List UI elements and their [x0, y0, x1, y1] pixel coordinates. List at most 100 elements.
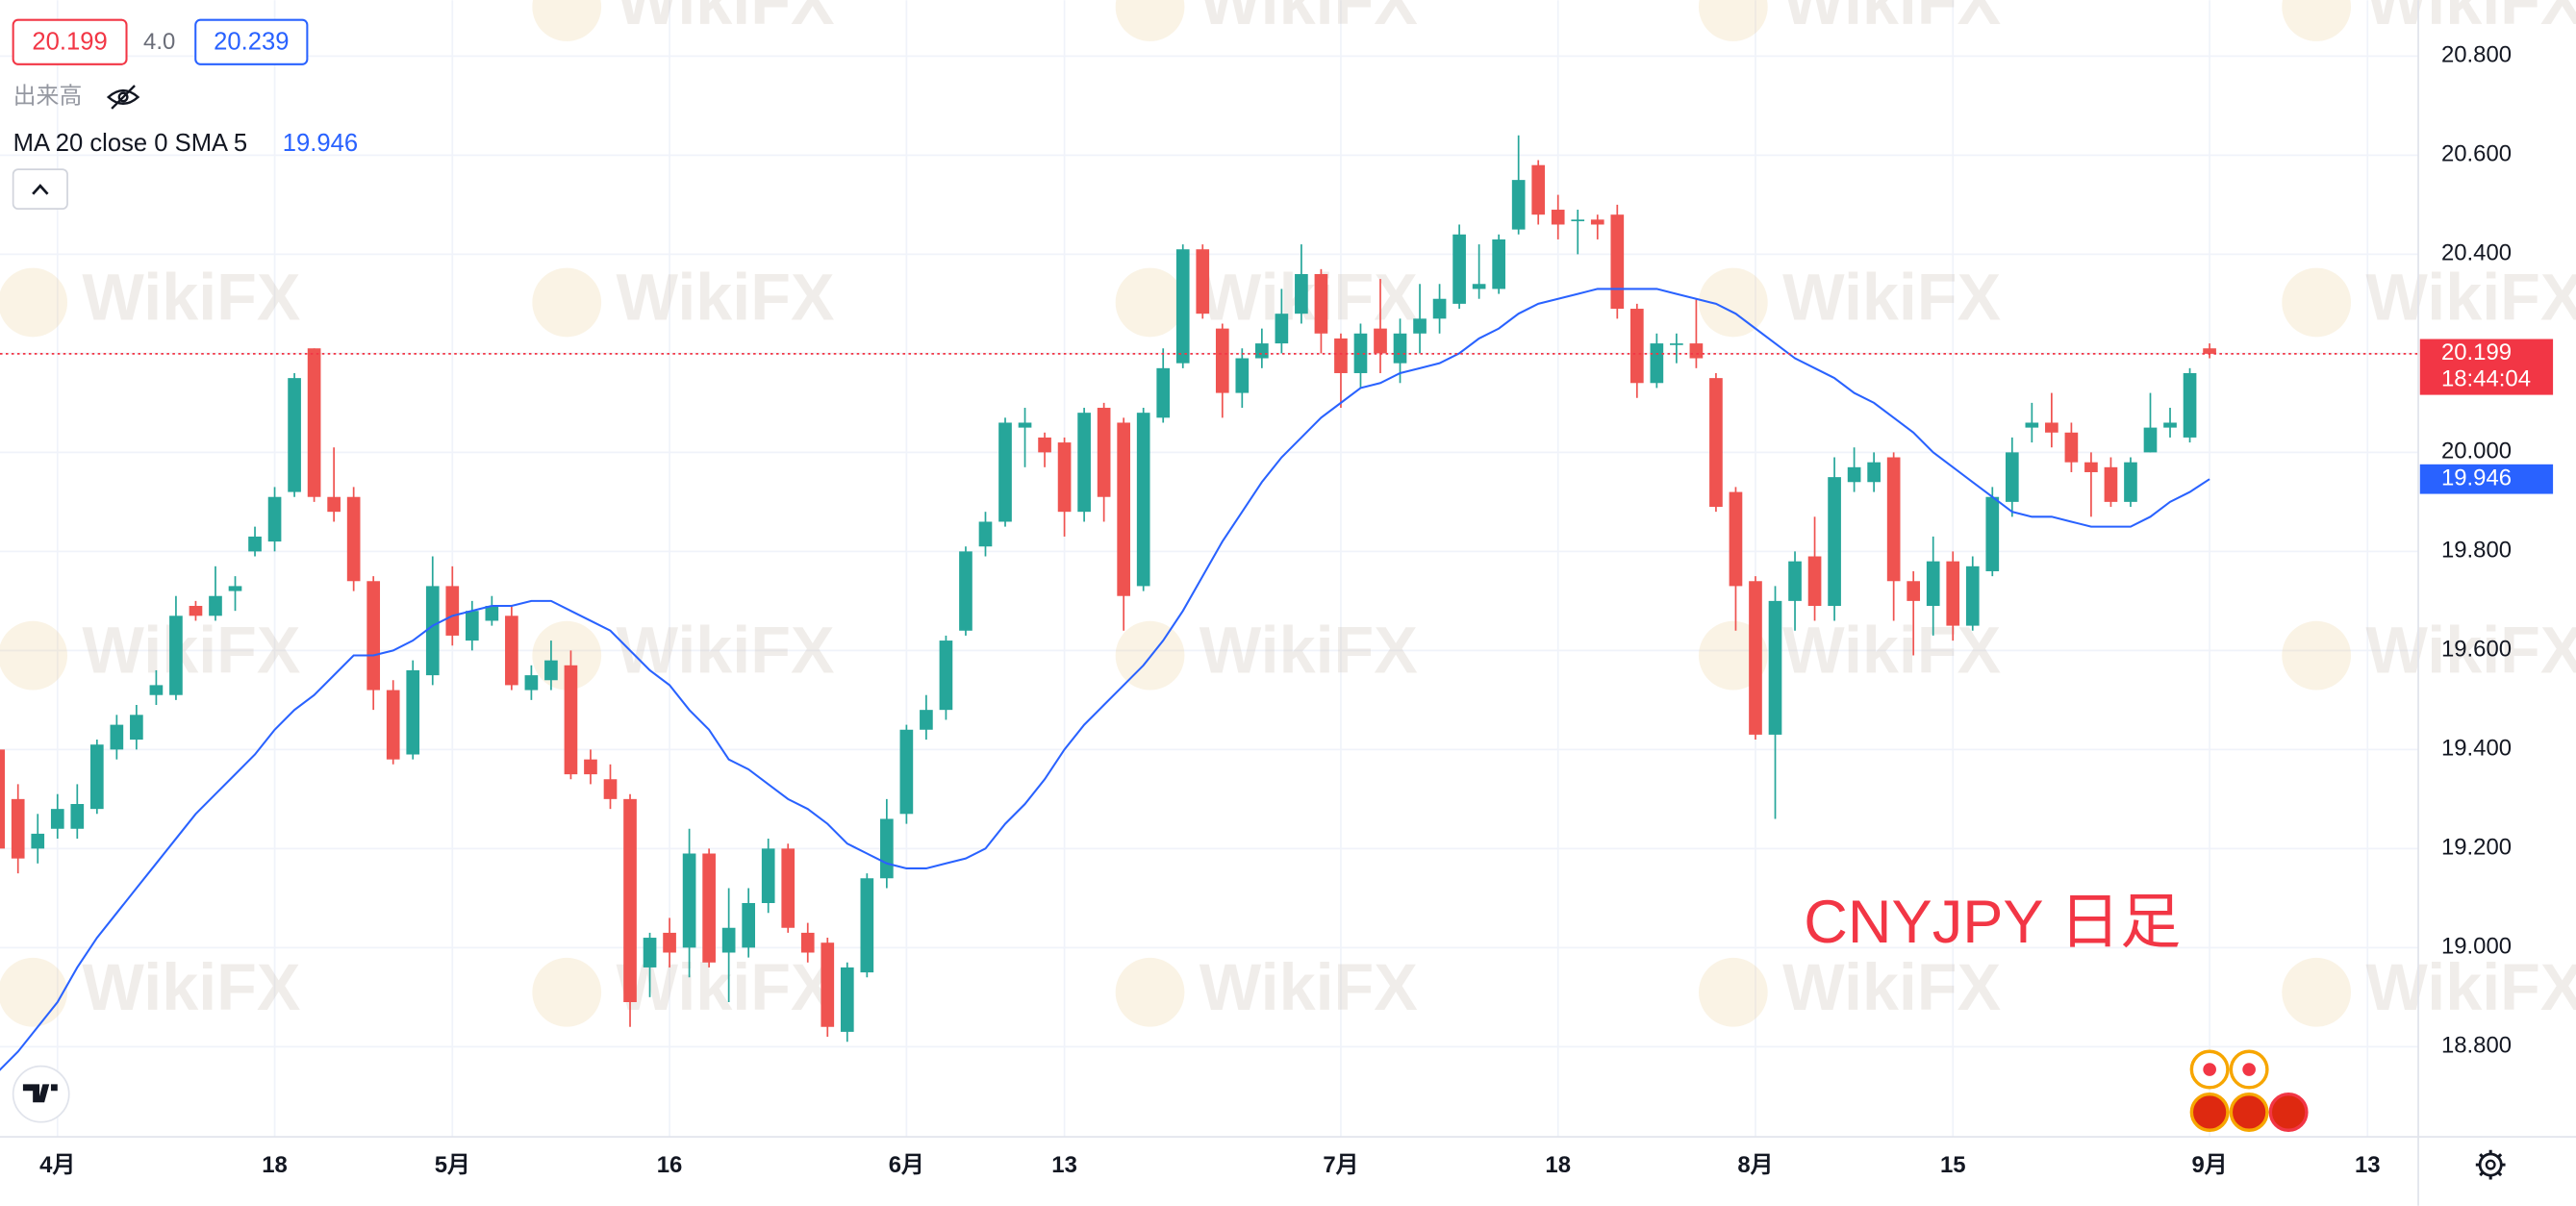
buy-price[interactable]: 20.239: [214, 28, 289, 55]
watermark-icon: [532, 267, 602, 338]
candle-body: [1472, 284, 1486, 289]
candle-body: [899, 729, 914, 815]
settings-icon[interactable]: [2475, 1149, 2506, 1180]
gear-teeth: [2475, 1149, 2506, 1180]
candle-body: [1077, 413, 1091, 513]
watermark: WikiFX: [2365, 615, 2576, 688]
y-tick-label: 20.800: [2441, 42, 2512, 68]
x-tick-label: 16: [657, 1152, 683, 1178]
watermark: WikiFX: [1782, 951, 2001, 1024]
x-tick-label: 15: [1940, 1152, 1966, 1178]
candle-body: [89, 744, 104, 810]
candle-body: [1689, 343, 1704, 359]
candle-body: [800, 932, 815, 953]
candle-body: [584, 759, 597, 775]
candle-body: [564, 665, 578, 775]
sell-button[interactable]: 20.199: [12, 18, 128, 65]
spread: 4.0: [143, 29, 175, 55]
candle-body: [1807, 556, 1822, 607]
candle-body: [524, 675, 539, 691]
y-tick-label: 20.000: [2441, 439, 2512, 465]
candle-body: [663, 932, 676, 953]
candle-body: [1314, 273, 1328, 334]
y-tick-label: 19.600: [2441, 637, 2512, 663]
candle-body: [1965, 565, 1980, 626]
candle-body: [1432, 298, 1447, 319]
candle-body: [425, 586, 440, 676]
collapse-box[interactable]: [12, 168, 68, 210]
y-tick-label: 19.400: [2441, 736, 2512, 762]
candle-body: [1650, 343, 1664, 384]
candle-body: [485, 606, 499, 621]
candle-body: [169, 616, 183, 695]
candle-body: [1709, 378, 1723, 508]
x-tick-label: 18: [262, 1152, 288, 1178]
watermark: WikiFX: [2365, 951, 2576, 1024]
buy-box[interactable]: [194, 18, 309, 65]
candle-body: [31, 833, 45, 849]
pupil: [117, 91, 129, 103]
y-tick-label: 19.000: [2441, 934, 2512, 960]
candle-body: [1334, 338, 1348, 373]
candle-body: [1255, 343, 1269, 359]
hidden-icon[interactable]: [106, 85, 140, 110]
y-tick-label: 19.800: [2441, 538, 2512, 564]
candle-body: [1768, 600, 1782, 735]
candle-body: [761, 848, 775, 904]
candle-body: [702, 853, 716, 963]
candle-body: [623, 798, 637, 1002]
candle-body: [939, 641, 953, 711]
candle-body: [110, 724, 124, 750]
watermark-icon: [2282, 620, 2352, 691]
x-tick-label: 5月: [435, 1152, 470, 1178]
watermark-icon: [0, 957, 68, 1027]
watermark: WikiFX: [82, 951, 300, 1024]
chevron: [32, 184, 49, 195]
candle-body: [2064, 432, 2079, 463]
price-countdown: 18:44:04: [2441, 366, 2531, 392]
overlay: 18.800 19.000 19.200 19.400 19.600 19.800 20.0…: [39, 42, 2554, 1178]
candle-body: [307, 348, 321, 497]
candle-body: [209, 595, 222, 616]
event-dot: [2242, 1063, 2256, 1076]
candle-body: [130, 715, 143, 741]
candle-body: [1926, 561, 1940, 607]
indicator-value: 19.946: [283, 130, 358, 157]
candle-body: [1511, 180, 1526, 230]
watermark-icon: [1115, 957, 1185, 1027]
candle-body: [1886, 457, 1901, 582]
flag-icon[interactable]: [2189, 1092, 2230, 1132]
candle-body: [840, 967, 854, 1032]
candle-body: [1551, 210, 1565, 225]
sell-price[interactable]: 20.199: [32, 28, 107, 55]
y-tick-label: 20.600: [2441, 141, 2512, 167]
buy-button[interactable]: 20.239: [194, 18, 309, 65]
candle-body: [2143, 427, 2158, 453]
sell-box[interactable]: [12, 18, 128, 65]
collapse-button[interactable]: [12, 168, 68, 210]
flag-icon[interactable]: [2229, 1092, 2269, 1132]
flag-icon[interactable]: [2268, 1092, 2309, 1132]
candle-body: [228, 586, 242, 591]
candle-body: [1867, 462, 1881, 483]
watermark: WikiFX: [1200, 0, 1418, 38]
watermark-icon: [2282, 0, 2352, 41]
candle-body: [781, 848, 796, 928]
candle-body: [1531, 164, 1546, 215]
x-tick-label: 4月: [39, 1152, 75, 1178]
candle-body: [1353, 333, 1368, 373]
candle-body: [11, 798, 25, 859]
candle-body: [1196, 249, 1210, 314]
indicator-label: MA 20 close 0 SMA 5: [13, 130, 247, 157]
watermark-icon: [532, 0, 602, 41]
candle-body: [1670, 343, 1683, 345]
watermark: WikiFX: [616, 261, 834, 334]
event-icons[interactable]: [2189, 1049, 2309, 1132]
candle-body: [1610, 214, 1625, 310]
tv-logo[interactable]: [12, 1065, 70, 1123]
candle-body: [1590, 219, 1604, 225]
watermark: WikiFX: [1782, 615, 2001, 688]
watermark: WikiFX: [1200, 615, 1418, 688]
candle-body: [346, 496, 361, 582]
volume-label: 出来高: [13, 83, 83, 109]
